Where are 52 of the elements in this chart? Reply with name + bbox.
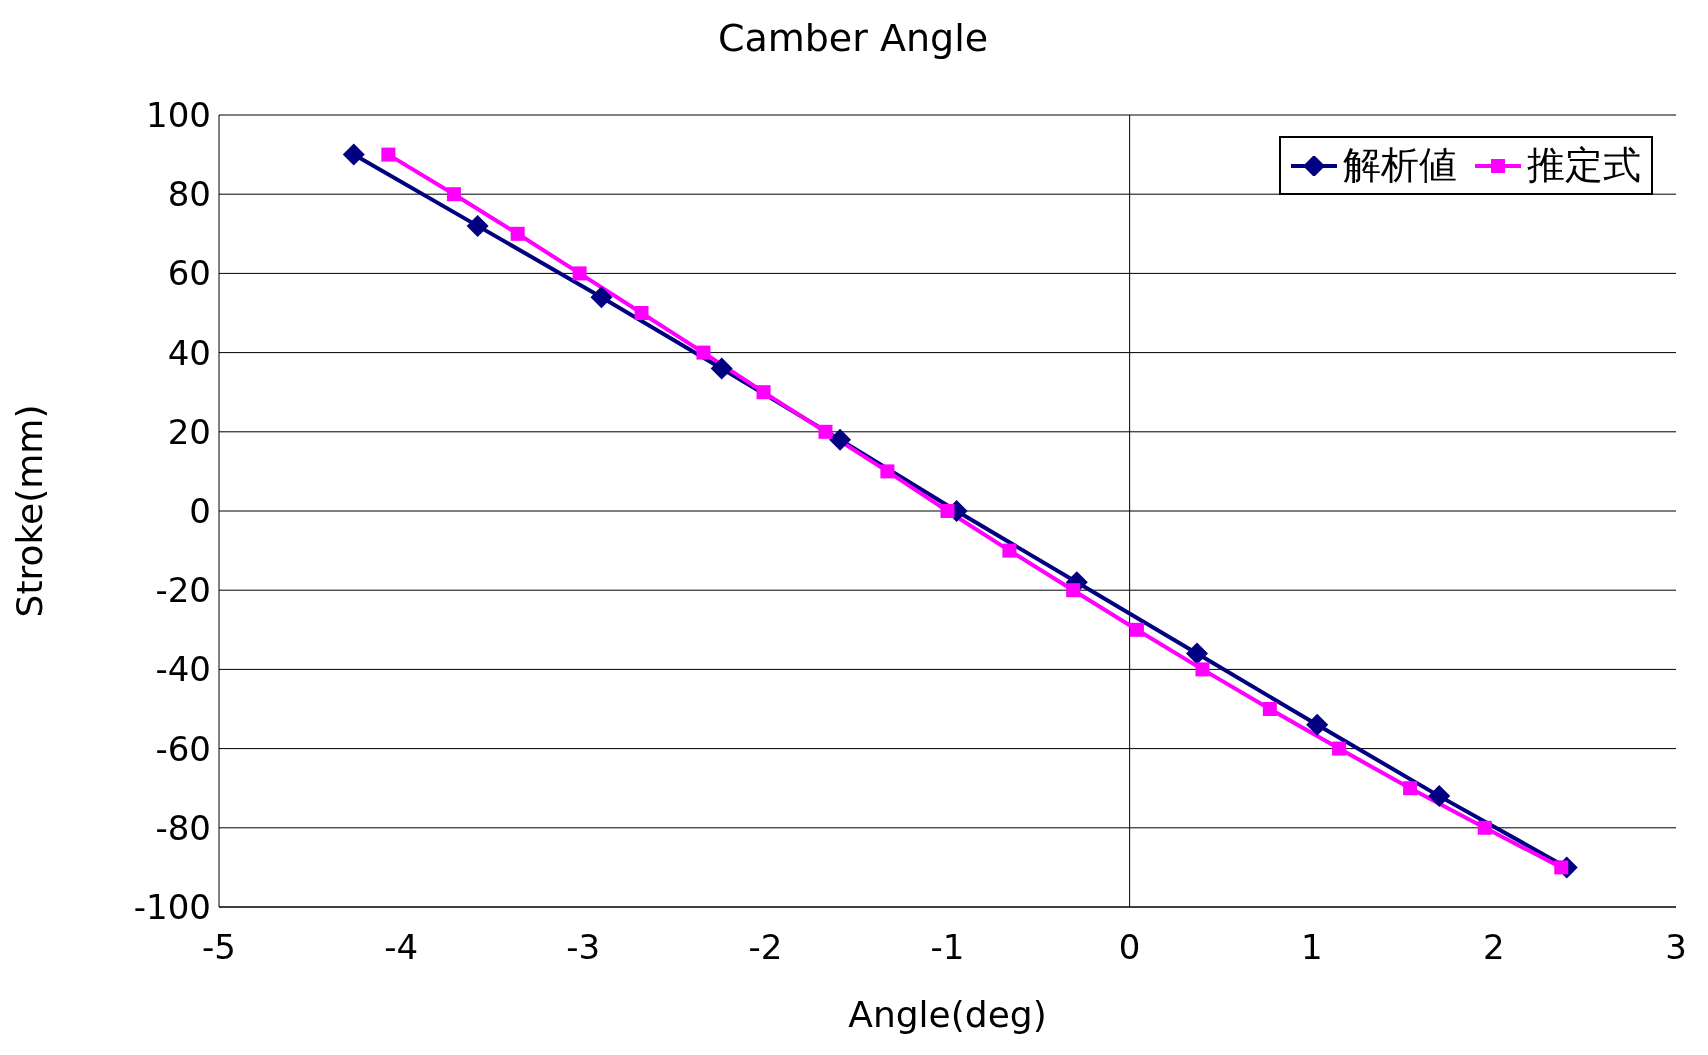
x-tick-label: 3 [1665,927,1687,968]
point [1002,543,1017,558]
point [829,428,852,451]
point [1129,622,1144,637]
y-tick-label: -80 [155,807,211,848]
point [696,345,711,360]
x-axis-title: Angle(deg) [848,994,1047,1035]
point [634,306,649,320]
point [1477,820,1492,835]
point [1554,860,1569,875]
point [572,266,587,281]
y-tick-label: 40 [167,332,211,373]
point [1332,741,1347,756]
point [940,504,955,518]
point [1262,702,1277,716]
point [1306,713,1329,736]
y-tick-label: -20 [155,570,211,611]
y-tick-label: 20 [167,411,211,452]
x-tick-label: -3 [566,927,601,968]
point [880,464,895,479]
y-tick-label: 80 [167,174,211,215]
x-tick-label: -2 [748,927,783,968]
point [466,214,489,237]
y-tick-label: -100 [133,887,211,928]
point [510,226,525,241]
y-tick-label: -60 [155,728,211,769]
point [1186,642,1209,665]
point [1403,781,1418,796]
y-tick-label: 0 [189,491,211,532]
y-tick-label: 60 [167,253,211,294]
point [818,424,833,439]
x-tick-label: -1 [930,927,965,968]
point [1428,785,1451,808]
x-tick-label: 1 [1300,927,1323,968]
point [710,357,733,380]
chart-title: Camber Angle [716,16,990,60]
point [342,143,365,166]
point [590,286,613,309]
y-tick-label: 100 [146,95,211,136]
point [756,385,771,400]
y-tick-label: -40 [155,649,211,690]
legend-label: 解析値 [1343,142,1457,189]
legend-label: 推定式 [1527,142,1641,189]
point [446,187,461,202]
point [1066,583,1081,598]
x-tick-label: -5 [202,927,236,968]
x-tick-label: 0 [1118,927,1141,968]
y-axis-title: Stroke(mm) [8,404,50,618]
point [1195,662,1210,677]
x-tick-label: -4 [384,927,419,968]
x-tick-label: 2 [1483,927,1505,968]
point [381,147,396,162]
